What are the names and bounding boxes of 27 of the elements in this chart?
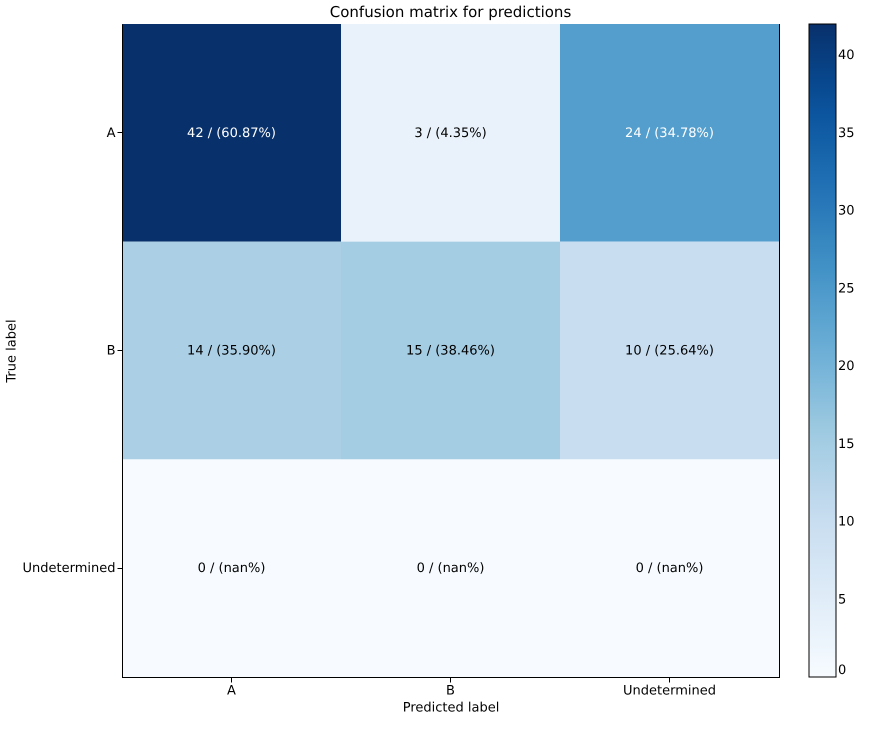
chart-title: Confusion matrix for predictions — [330, 3, 572, 21]
x-axis-title: Predicted label — [402, 700, 500, 716]
y-axis-title: True label — [4, 319, 20, 384]
color-bar-label: 15 — [838, 436, 855, 452]
color-bar-label: 40 — [838, 48, 855, 64]
data-label: 15 / (38.46%) — [406, 344, 495, 358]
data-label: 0 / (nan%) — [636, 561, 704, 576]
color-bar-label: 0 — [838, 663, 846, 678]
color-bar-label: 35 — [838, 126, 855, 141]
x-tick-label: Undetermined — [623, 684, 716, 698]
data-label: 0 / (nan%) — [416, 561, 484, 576]
data-label: 10 / (25.64%) — [625, 344, 714, 358]
x-tick-label: A — [227, 684, 236, 698]
color-bar-label: 30 — [838, 204, 855, 219]
color-bar-label: 5 — [838, 592, 846, 608]
data-label: 24 / (34.78%) — [625, 126, 714, 141]
data-label: 0 / (nan%) — [198, 561, 266, 576]
x-tick-label: B — [446, 684, 455, 698]
y-tick-label: Undetermined — [22, 561, 116, 576]
y-tick-label: A — [106, 126, 116, 141]
data-label: 3 / (4.35%) — [414, 126, 487, 141]
color-bar-label: 25 — [838, 281, 855, 296]
color-bar-label: 10 — [838, 514, 855, 530]
y-tick-label: B — [106, 344, 116, 358]
data-label: 14 / (35.90%) — [187, 344, 276, 358]
data-label: 42 / (60.87%) — [187, 126, 276, 141]
color-bar-label: 20 — [838, 359, 855, 374]
